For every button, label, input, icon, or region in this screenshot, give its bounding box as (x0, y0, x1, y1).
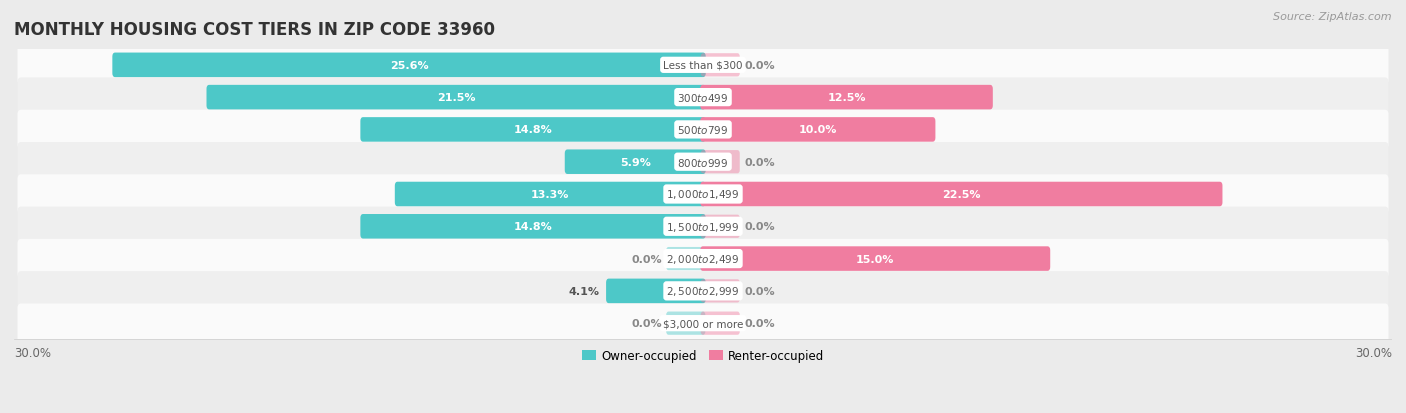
Text: $500 to $799: $500 to $799 (678, 124, 728, 136)
Text: $2,500 to $2,999: $2,500 to $2,999 (666, 285, 740, 298)
Text: $300 to $499: $300 to $499 (678, 92, 728, 104)
Text: 25.6%: 25.6% (389, 61, 429, 71)
Text: 0.0%: 0.0% (631, 318, 662, 328)
FancyBboxPatch shape (700, 247, 1050, 271)
Legend: Owner-occupied, Renter-occupied: Owner-occupied, Renter-occupied (578, 344, 828, 367)
Text: $1,500 to $1,999: $1,500 to $1,999 (666, 220, 740, 233)
Text: 14.8%: 14.8% (513, 222, 553, 232)
FancyBboxPatch shape (17, 207, 1389, 247)
Text: 15.0%: 15.0% (856, 254, 894, 264)
FancyBboxPatch shape (700, 215, 740, 238)
FancyBboxPatch shape (17, 239, 1389, 279)
FancyBboxPatch shape (360, 118, 706, 142)
FancyBboxPatch shape (207, 85, 706, 110)
FancyBboxPatch shape (606, 279, 706, 304)
FancyBboxPatch shape (700, 118, 935, 142)
FancyBboxPatch shape (17, 110, 1389, 150)
FancyBboxPatch shape (17, 175, 1389, 214)
Text: 0.0%: 0.0% (744, 61, 775, 71)
Text: 22.5%: 22.5% (942, 190, 980, 199)
Text: 13.3%: 13.3% (531, 190, 569, 199)
Text: MONTHLY HOUSING COST TIERS IN ZIP CODE 33960: MONTHLY HOUSING COST TIERS IN ZIP CODE 3… (14, 21, 495, 38)
FancyBboxPatch shape (666, 312, 706, 335)
FancyBboxPatch shape (700, 151, 740, 174)
FancyBboxPatch shape (700, 85, 993, 110)
Text: 0.0%: 0.0% (744, 286, 775, 296)
FancyBboxPatch shape (700, 182, 1222, 207)
FancyBboxPatch shape (17, 271, 1389, 311)
FancyBboxPatch shape (360, 214, 706, 239)
Text: 21.5%: 21.5% (437, 93, 475, 103)
Text: Source: ZipAtlas.com: Source: ZipAtlas.com (1274, 12, 1392, 22)
Text: 0.0%: 0.0% (744, 157, 775, 167)
Text: Less than $300: Less than $300 (664, 61, 742, 71)
Text: $3,000 or more: $3,000 or more (662, 318, 744, 328)
Text: 0.0%: 0.0% (631, 254, 662, 264)
Text: 10.0%: 10.0% (799, 125, 837, 135)
FancyBboxPatch shape (700, 312, 740, 335)
Text: 30.0%: 30.0% (14, 346, 51, 359)
FancyBboxPatch shape (666, 247, 706, 271)
FancyBboxPatch shape (700, 54, 740, 77)
Text: $1,000 to $1,499: $1,000 to $1,499 (666, 188, 740, 201)
Text: 0.0%: 0.0% (744, 222, 775, 232)
FancyBboxPatch shape (565, 150, 706, 175)
FancyBboxPatch shape (112, 53, 706, 78)
Text: 0.0%: 0.0% (744, 318, 775, 328)
Text: $800 to $999: $800 to $999 (678, 157, 728, 168)
FancyBboxPatch shape (395, 182, 706, 207)
Text: 4.1%: 4.1% (568, 286, 599, 296)
FancyBboxPatch shape (17, 46, 1389, 85)
FancyBboxPatch shape (700, 280, 740, 303)
Text: 5.9%: 5.9% (620, 157, 651, 167)
FancyBboxPatch shape (17, 142, 1389, 182)
Text: 30.0%: 30.0% (1355, 346, 1392, 359)
Text: 12.5%: 12.5% (827, 93, 866, 103)
FancyBboxPatch shape (17, 78, 1389, 118)
Text: $2,000 to $2,499: $2,000 to $2,499 (666, 252, 740, 266)
FancyBboxPatch shape (17, 304, 1389, 343)
Text: 14.8%: 14.8% (513, 125, 553, 135)
